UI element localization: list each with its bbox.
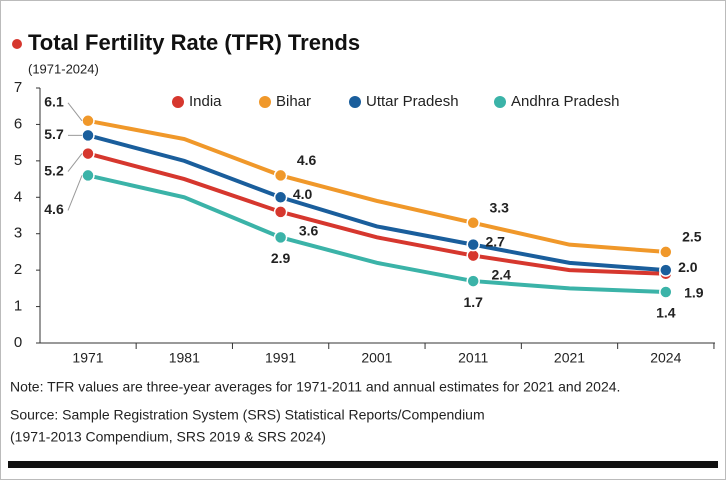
- x-tick-label: 1981: [169, 350, 200, 366]
- x-tick-label: 1971: [72, 350, 103, 366]
- y-tick-label: 5: [14, 152, 22, 169]
- x-tick-label: 2001: [361, 350, 392, 366]
- legend-label: Andhra Pradesh: [511, 93, 619, 110]
- point: [466, 216, 480, 230]
- value-label: 3.3: [489, 199, 509, 215]
- point: [659, 263, 673, 277]
- x-tick-label: 2024: [650, 350, 681, 366]
- legend-label: Bihar: [276, 93, 311, 110]
- point: [273, 190, 288, 205]
- legend-label: Uttar Pradesh: [366, 93, 459, 110]
- value-label: 5.2: [44, 162, 64, 178]
- value-label: 2.0: [678, 259, 698, 275]
- x-tick-label: 1991: [265, 350, 296, 366]
- y-tick-label: 7: [14, 79, 22, 96]
- value-label: 1.9: [684, 284, 704, 300]
- legend-marker: [172, 96, 184, 108]
- legend-marker: [349, 96, 361, 108]
- point: [81, 114, 95, 128]
- point: [466, 237, 480, 252]
- point: [659, 285, 673, 299]
- source: (1971-2013 Compendium, SRS 2019 & SRS 20…: [10, 429, 326, 445]
- point: [273, 230, 288, 245]
- value-label: 1.7: [463, 294, 483, 310]
- value-label: 3.6: [299, 223, 319, 239]
- series-line: [87, 151, 666, 276]
- point: [81, 128, 95, 143]
- y-tick-label: 3: [14, 225, 22, 242]
- point: [659, 245, 673, 259]
- value-label: 4.6: [44, 201, 64, 217]
- y-tick-label: 0: [14, 334, 22, 351]
- y-tick-label: 2: [14, 261, 22, 278]
- legend-marker: [494, 96, 506, 108]
- footer-bar: [8, 461, 718, 468]
- point: [273, 168, 288, 183]
- chart-subtitle: (1971-2024): [28, 61, 99, 76]
- value-label: 2.4: [491, 266, 511, 282]
- x-tick-label: 2011: [458, 350, 488, 366]
- source: Source: Sample Registration System (SRS)…: [10, 407, 485, 423]
- series-line: [87, 133, 666, 273]
- title-bullet: [12, 39, 22, 49]
- note: Note: TFR values are three-year averages…: [10, 379, 620, 395]
- point: [81, 168, 95, 183]
- leader-line: [67, 175, 83, 211]
- x-tick-label: 2021: [554, 350, 585, 366]
- y-tick-label: 6: [14, 115, 22, 132]
- point: [273, 205, 288, 219]
- chart-title: Total Fertility Rate (TFR) Trends: [28, 30, 360, 55]
- series-line: [87, 118, 666, 254]
- leader-line: [67, 102, 83, 122]
- value-label: 2.9: [271, 250, 291, 266]
- y-tick-label: 1: [14, 298, 22, 315]
- value-label: 4.0: [293, 186, 313, 202]
- value-label: 4.6: [297, 152, 317, 168]
- y-tick-label: 4: [14, 188, 22, 205]
- point: [81, 146, 95, 161]
- value-label: 2.5: [682, 229, 702, 245]
- series-line: [87, 173, 666, 294]
- value-label: 6.1: [44, 93, 64, 109]
- point: [466, 274, 480, 288]
- value-label: 2.7: [485, 233, 505, 249]
- legend-marker: [259, 96, 271, 108]
- value-label: 5.7: [44, 126, 64, 142]
- value-label: 1.4: [656, 305, 676, 321]
- leader-line: [67, 153, 83, 172]
- legend-label: India: [189, 93, 222, 110]
